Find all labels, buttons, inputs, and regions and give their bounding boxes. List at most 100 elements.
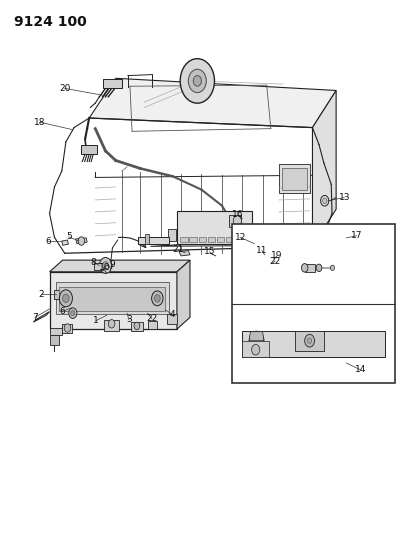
Text: 9: 9 xyxy=(110,261,115,269)
Text: 20: 20 xyxy=(59,84,70,93)
Circle shape xyxy=(259,249,266,258)
Bar xyxy=(244,237,252,242)
Polygon shape xyxy=(62,240,68,245)
Text: 3: 3 xyxy=(126,315,132,324)
Circle shape xyxy=(193,76,201,86)
Polygon shape xyxy=(33,312,50,322)
Circle shape xyxy=(103,262,109,269)
Bar xyxy=(167,314,177,324)
Polygon shape xyxy=(177,260,190,329)
Bar xyxy=(199,237,206,242)
Circle shape xyxy=(71,311,75,316)
Text: 6: 6 xyxy=(59,307,65,316)
Circle shape xyxy=(316,264,322,271)
Text: 2: 2 xyxy=(39,289,44,298)
Bar xyxy=(62,324,72,333)
Circle shape xyxy=(305,334,314,347)
Bar xyxy=(54,290,65,300)
Circle shape xyxy=(249,331,264,350)
Text: 9124 100: 9124 100 xyxy=(14,14,86,29)
Text: 14: 14 xyxy=(355,366,366,374)
Bar xyxy=(104,319,118,331)
Circle shape xyxy=(59,290,72,307)
Circle shape xyxy=(252,344,260,355)
Text: 22: 22 xyxy=(269,257,281,265)
Text: 12: 12 xyxy=(235,233,246,242)
Bar xyxy=(305,264,315,271)
Bar xyxy=(81,144,97,154)
Bar xyxy=(189,237,197,242)
Bar xyxy=(50,272,177,329)
Circle shape xyxy=(152,291,163,306)
Bar xyxy=(242,331,385,357)
Circle shape xyxy=(271,255,276,261)
Circle shape xyxy=(134,322,140,329)
Text: 13: 13 xyxy=(339,193,350,202)
Text: 18: 18 xyxy=(35,118,46,127)
Circle shape xyxy=(330,265,335,270)
Polygon shape xyxy=(179,251,190,256)
Bar xyxy=(279,164,309,193)
Bar xyxy=(235,237,242,242)
Circle shape xyxy=(109,319,115,328)
Polygon shape xyxy=(249,332,264,341)
Circle shape xyxy=(78,237,85,245)
Bar xyxy=(177,212,252,244)
Text: 19: 19 xyxy=(271,252,283,261)
Text: 4: 4 xyxy=(169,310,175,319)
Bar xyxy=(180,237,187,242)
Circle shape xyxy=(155,295,160,302)
Circle shape xyxy=(301,264,308,272)
Text: 5: 5 xyxy=(66,232,72,241)
Circle shape xyxy=(321,196,329,206)
Text: 16: 16 xyxy=(232,210,244,219)
Text: 10: 10 xyxy=(99,263,110,272)
Bar xyxy=(103,79,122,88)
Circle shape xyxy=(62,294,69,303)
Bar xyxy=(242,341,269,357)
Bar xyxy=(56,282,169,314)
Bar xyxy=(145,233,149,244)
Bar xyxy=(168,229,176,241)
Text: 6: 6 xyxy=(46,237,51,246)
Bar xyxy=(138,237,169,244)
Bar xyxy=(148,321,157,329)
Bar xyxy=(226,237,233,242)
Circle shape xyxy=(99,257,112,273)
Polygon shape xyxy=(345,236,353,243)
Bar xyxy=(217,237,224,242)
Circle shape xyxy=(64,324,71,332)
Text: 1: 1 xyxy=(93,316,99,325)
Bar xyxy=(296,331,324,351)
Circle shape xyxy=(268,260,273,266)
Polygon shape xyxy=(76,238,87,244)
Text: 17: 17 xyxy=(351,231,362,240)
Polygon shape xyxy=(150,236,324,246)
Bar xyxy=(59,287,165,311)
Polygon shape xyxy=(50,260,190,272)
Polygon shape xyxy=(312,91,336,246)
Bar xyxy=(232,224,395,383)
Bar xyxy=(95,263,104,270)
Circle shape xyxy=(323,198,327,204)
Circle shape xyxy=(105,265,111,273)
Polygon shape xyxy=(89,78,336,127)
Circle shape xyxy=(180,59,215,103)
Text: 7: 7 xyxy=(32,313,38,322)
Text: 22: 22 xyxy=(146,314,157,323)
Text: 15: 15 xyxy=(204,247,215,256)
Bar xyxy=(50,335,58,345)
Circle shape xyxy=(307,338,312,343)
Text: 11: 11 xyxy=(256,246,268,255)
Bar xyxy=(208,237,215,242)
Bar xyxy=(131,321,143,331)
Text: 8: 8 xyxy=(90,258,96,266)
Bar xyxy=(254,228,264,241)
Text: 21: 21 xyxy=(172,245,183,254)
Bar xyxy=(229,215,241,227)
Bar xyxy=(282,168,307,190)
Circle shape xyxy=(233,216,241,226)
Bar xyxy=(50,328,62,335)
Circle shape xyxy=(69,308,77,318)
Circle shape xyxy=(188,69,206,93)
